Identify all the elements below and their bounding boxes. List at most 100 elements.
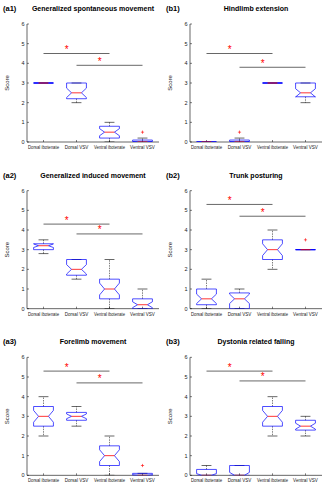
y-tick [190,249,192,250]
median [235,142,245,143]
x-axis [27,142,159,143]
y-tick-label: 4 [21,394,24,400]
panel-label: (b3) [166,337,180,346]
x-tick [43,473,44,475]
significance-star: * [65,44,69,55]
y-tick [27,308,29,309]
whisker-cap-max [105,436,115,437]
panel-label: (a2) [3,171,17,180]
x-tick [272,307,273,309]
x-tick-label: Dorsal ibotenate [28,478,59,483]
x-tick [305,307,306,309]
box [34,407,54,427]
significance-star: * [98,373,102,384]
box [197,142,217,143]
y-axis-label: Score [167,75,173,91]
x-tick-label: Ventral VSV [130,478,156,483]
significance-star: * [65,215,69,226]
box [230,466,250,476]
whisker-cap-min [105,308,115,309]
whisker-upper [43,240,44,244]
whisker-cap-max [202,142,212,143]
y-tick-label: 6 [21,188,24,194]
whisker-lower [272,260,273,270]
marks [34,371,153,475]
y-axis-label: Score [4,408,10,424]
y-tick-label: 5 [21,374,24,380]
marks [197,204,316,308]
whisker-lower [76,275,77,279]
whisker-cap-max [39,239,49,240]
whisker-cap-min [39,253,49,254]
x-tick [76,473,77,475]
y-tick-label: 5 [184,374,187,380]
x-tick-label: Ventral VSV [293,145,319,150]
median [202,298,212,299]
y-axis-label: Score [4,241,10,257]
whisker-cap-min [72,102,82,103]
whisker-cap-min [138,142,148,143]
significance-line [207,53,273,54]
whisker-cap-min [268,83,278,84]
box [34,244,54,250]
title: Hindlimb extension [224,5,289,12]
x-tick [305,140,306,142]
whisker-cap-max [268,396,278,397]
y-tick-label: 0 [184,472,187,478]
whisker-lower [43,250,44,254]
y-tick [27,83,29,84]
whisker-upper [109,436,110,446]
whisker-cap-min [301,436,311,437]
whisker-cap-max [72,406,82,407]
y-tick [27,142,29,143]
y-tick-label: 4 [21,60,24,66]
x-axis [190,475,322,476]
box [67,83,87,99]
whisker-cap-max [235,289,245,290]
whisker-cap-min [202,308,212,309]
y-tick-label: 4 [21,227,24,233]
x-tick-label: Dorsal VSV [228,312,253,317]
box [263,240,283,260]
y-tick-label: 3 [21,247,24,253]
y-tick-label: 4 [184,60,187,66]
whisker-lower [109,138,110,142]
outlier [238,131,241,134]
outlier [141,131,144,134]
marks [34,54,153,143]
median [138,475,148,476]
significance-star: * [228,362,232,373]
x-tick [76,307,77,309]
median [301,249,311,250]
marks [197,371,316,475]
x-tick-label: Dorsal ibotenate [28,145,59,150]
x-tick-label: Dorsal VSV [65,145,90,150]
y-tick [190,122,192,123]
y-tick [190,142,192,143]
marks [34,224,153,309]
x-tick [76,140,77,142]
box [263,83,283,84]
x-tick-label: Dorsal VSV [65,312,90,317]
y-tick [27,24,29,25]
whisker-upper [43,397,44,407]
significance-star: * [228,44,232,55]
y-tick-label: 6 [184,354,187,360]
title: Trunk posturing [229,172,282,180]
y-tick-label: 3 [184,413,187,419]
y-tick [190,83,192,84]
whisker-cap-min [105,475,115,476]
whisker-upper [206,466,207,470]
box [263,407,283,427]
y-tick [190,289,192,290]
x-tick-label: Ventral ibotenate [257,478,288,483]
x-tick-label: Dorsal VSV [228,145,253,150]
whisker-upper [76,407,77,413]
y-tick [27,475,29,476]
whisker-lower [109,466,110,476]
x-tick-label: Ventral ibotenate [94,478,125,483]
y-tick-label: 0 [184,306,187,312]
y-tick [27,102,29,103]
whisker-cap-max [301,249,311,250]
y-tick [190,308,192,309]
